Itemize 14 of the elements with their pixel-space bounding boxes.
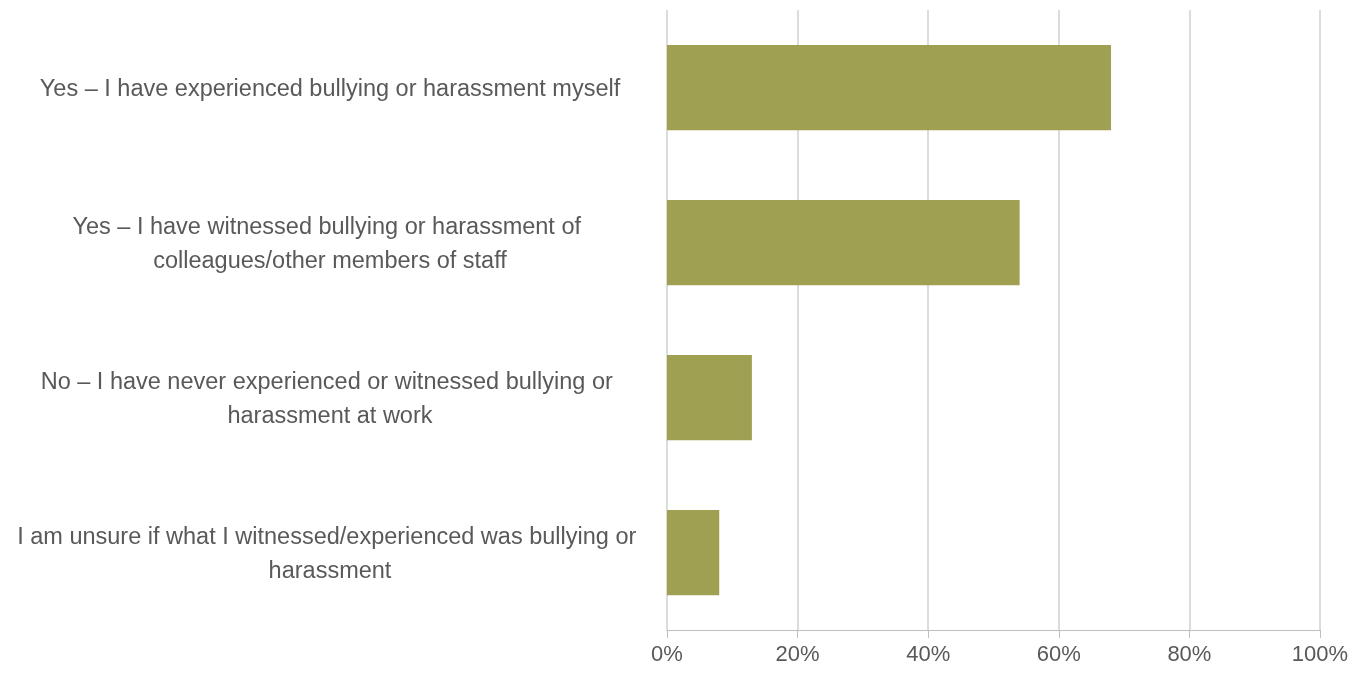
x-tick-label: 20%	[775, 640, 820, 666]
x-tick-label: 0%	[651, 640, 683, 666]
bar	[667, 354, 752, 441]
y-tick-label: Yes – I have experienced bullying or harassment myself	[39, 74, 621, 101]
bar	[667, 509, 720, 596]
x-tick-label: 80%	[1167, 640, 1212, 666]
y-tick-label: I am unsure if what I witnessed/experienced was bullying or harassment	[17, 522, 643, 583]
bar	[667, 199, 1020, 286]
x-tick-label: 100%	[1291, 640, 1349, 666]
x-tick-label: 60%	[1036, 640, 1081, 666]
y-tick-label: No – I have never experienced or witnessed bullying or harassment at work	[40, 367, 620, 428]
x-tick-label: 40%	[906, 640, 951, 666]
y-tick-label: Yes – I have witnessed bullying or harassment of colleagues/other members of staff	[72, 212, 588, 273]
bar	[667, 44, 1112, 131]
